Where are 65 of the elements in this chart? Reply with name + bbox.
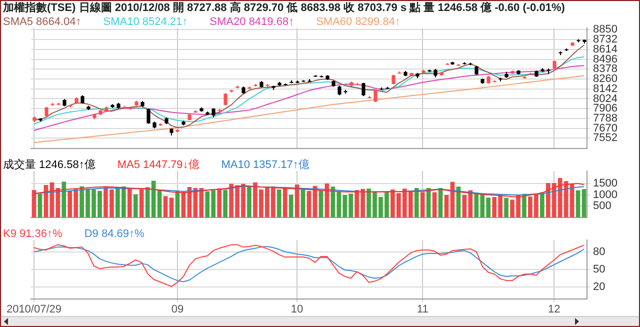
y-tick-label: 50 xyxy=(593,263,606,276)
bar xyxy=(432,192,437,218)
text: SMA10 8524.21↑ xyxy=(103,16,188,28)
bar xyxy=(582,189,586,218)
bar xyxy=(223,190,228,218)
bar xyxy=(276,189,282,218)
bar xyxy=(247,186,252,218)
bar xyxy=(288,194,294,218)
bar xyxy=(32,190,36,218)
candlestick xyxy=(146,108,150,124)
text: SMA60 8299.84↑ xyxy=(316,16,400,28)
bar xyxy=(540,192,544,218)
text: SMA5 8664.04↑ xyxy=(3,16,82,28)
y-tick-label: 80 xyxy=(593,246,606,258)
y-tick-label: 8378 xyxy=(593,63,618,76)
y-tick-label: 7788 xyxy=(593,112,618,124)
candlestick xyxy=(338,85,342,96)
x-tick-label: 11 xyxy=(416,303,428,316)
y-tick-label: 8142 xyxy=(593,82,618,95)
y-tick-label: 7552 xyxy=(593,132,618,144)
y-tick-label: 8024 xyxy=(593,92,618,105)
bar xyxy=(420,192,425,218)
candlestick xyxy=(374,89,378,102)
y-tick-label: 1500 xyxy=(593,177,618,190)
y-tick-label: 8614 xyxy=(593,43,618,56)
bar xyxy=(62,182,66,218)
series-label: K9 91.36↑% xyxy=(3,228,62,240)
bar xyxy=(462,194,467,218)
bar xyxy=(300,188,306,218)
candlestick xyxy=(362,82,366,97)
bar xyxy=(169,198,174,218)
series-label: 成交量 1246.58↑億 xyxy=(3,159,96,171)
bar xyxy=(306,190,312,218)
x-tick-label: 09 xyxy=(171,303,184,316)
bar xyxy=(127,188,132,218)
y-tick-label: 8732 xyxy=(593,34,618,46)
y-tick-label: 7670 xyxy=(593,122,618,134)
y-tick-label: 7906 xyxy=(593,102,618,115)
bar xyxy=(522,194,526,218)
y-tick-label: 8850 xyxy=(593,24,618,36)
x-tick-label: 2010/07/29 xyxy=(6,303,62,316)
x-tick-label: 12 xyxy=(548,303,560,316)
y-tick-label: 20 xyxy=(593,281,606,294)
series-label: D9 84.69↑% xyxy=(84,228,144,240)
series-label: MA10 1357.17↑億 xyxy=(221,159,310,171)
y-tick-label: 500 xyxy=(593,200,612,212)
chart-title: 加權指數(TSE) 日線圖 2010/12/08 開 8727.88 高 8729.70 低 8683.98 收 8703.79 s 點 量 1246.58 億 -0.60 (-0.01%) xyxy=(2,1,566,15)
bar xyxy=(504,198,508,218)
x-tick-label: 10 xyxy=(290,303,304,316)
y-tick-label: 8496 xyxy=(593,53,618,66)
bar xyxy=(414,188,419,218)
y-tick-label: 8260 xyxy=(593,73,618,86)
y-tick-label: 1000 xyxy=(593,188,618,201)
bar xyxy=(139,189,144,218)
series-label: MA5 1447.79↓億 xyxy=(117,159,200,171)
bar xyxy=(444,194,449,218)
candlestick xyxy=(44,106,48,118)
text: SMA20 8419.68↑ xyxy=(210,16,294,28)
bar xyxy=(133,194,138,218)
bar xyxy=(151,180,156,218)
bar xyxy=(576,190,580,218)
bar xyxy=(217,188,222,218)
bar xyxy=(38,194,42,218)
candlestick xyxy=(224,92,228,106)
bar xyxy=(163,196,168,218)
